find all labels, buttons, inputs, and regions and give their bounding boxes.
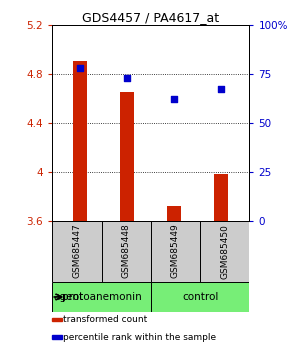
Text: GSM685448: GSM685448 <box>122 224 131 279</box>
Bar <box>151 282 249 312</box>
Bar <box>52 221 102 282</box>
Bar <box>52 282 151 312</box>
Bar <box>102 221 151 282</box>
Text: GSM685447: GSM685447 <box>72 224 81 279</box>
Bar <box>52 318 62 321</box>
Bar <box>214 174 228 221</box>
Text: transformed count: transformed count <box>63 315 148 324</box>
Text: GSM685449: GSM685449 <box>171 224 180 279</box>
Bar <box>167 206 181 221</box>
Bar <box>52 335 62 339</box>
Text: GSM685450: GSM685450 <box>220 224 229 279</box>
Text: percentile rank within the sample: percentile rank within the sample <box>63 333 216 342</box>
Text: control: control <box>182 292 218 302</box>
Point <box>172 96 177 102</box>
Title: GDS4457 / PA4617_at: GDS4457 / PA4617_at <box>82 11 219 24</box>
Text: agent: agent <box>53 292 83 302</box>
Point <box>219 86 224 92</box>
Point <box>78 65 83 71</box>
Bar <box>73 62 87 221</box>
Bar <box>120 92 134 221</box>
Point <box>125 75 130 80</box>
Bar <box>151 221 200 282</box>
Text: protoanemonin: protoanemonin <box>61 292 142 302</box>
Bar <box>200 221 249 282</box>
